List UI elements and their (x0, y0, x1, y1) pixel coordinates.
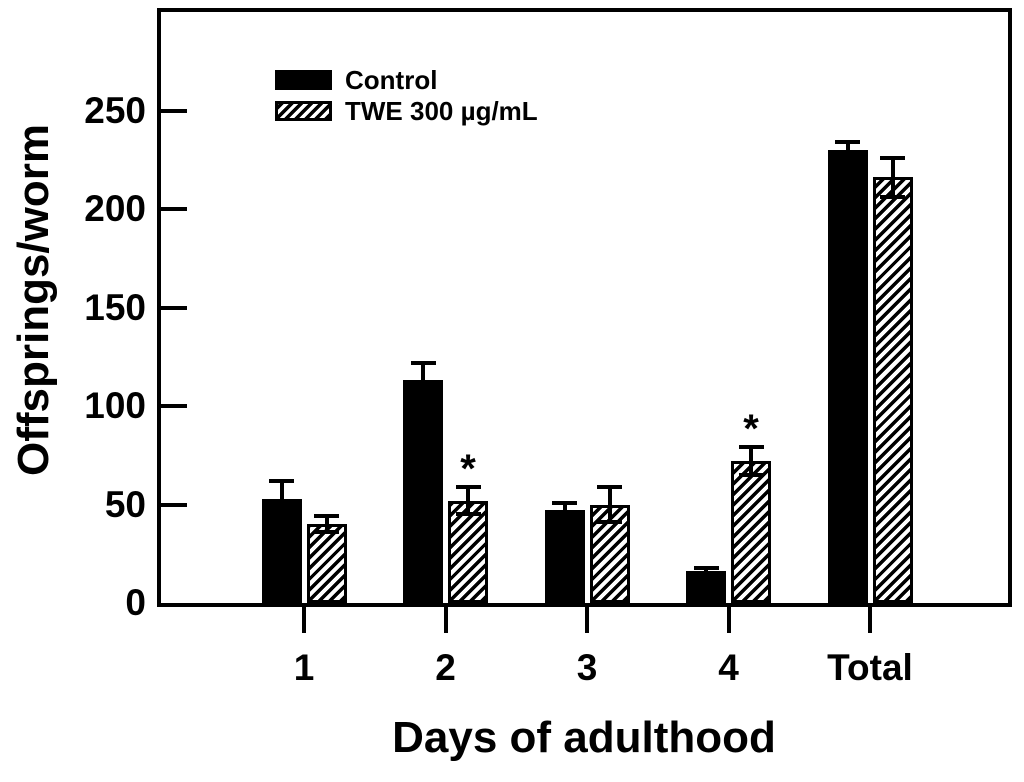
error-bar-line (466, 486, 470, 515)
x-axis-tick (868, 607, 872, 633)
error-bar-cap-top (693, 565, 719, 570)
legend-label-control: Control (345, 65, 438, 95)
significance-asterisk: * (460, 446, 476, 491)
y-axis-tick (161, 108, 187, 113)
x-axis-tick-label: 4 (718, 647, 739, 688)
bar-control-3 (544, 510, 585, 603)
error-bar-cap-top (269, 478, 294, 483)
bar-control-2 (403, 380, 443, 603)
x-axis-tick (585, 607, 589, 633)
x-axis-tick-label: 2 (435, 647, 456, 688)
error-bar-cap-top (880, 155, 905, 160)
error-bar-line (607, 486, 612, 523)
error-bar-cap-bottom (693, 573, 719, 578)
y-axis-tick-label: 0 (125, 582, 146, 623)
error-bar-cap-top (835, 140, 860, 145)
plot-area: * * (161, 12, 1008, 603)
error-bar-cap-top (552, 500, 577, 505)
y-axis-tick-label: 100 (84, 385, 146, 426)
y-axis-tick-label: 50 (104, 483, 146, 525)
error-bar-cap-top (314, 514, 339, 519)
error-bar-line (421, 362, 425, 399)
error-bar-cap-top (410, 360, 436, 365)
error-bar-cap-top (455, 484, 481, 489)
y-axis-tick (161, 502, 187, 507)
legend-label-twe: TWE 300 µg/mL (345, 96, 538, 126)
legend-swatch-twe (275, 101, 332, 121)
x-axis-tick (443, 607, 448, 633)
error-bar-line (890, 157, 895, 198)
error-bar-cap-bottom (552, 516, 577, 521)
significance-asterisk: * (743, 407, 759, 452)
y-axis-tick (161, 305, 187, 310)
x-axis-tick-label: 3 (576, 647, 598, 688)
x-axis-tick (302, 607, 306, 633)
error-bar-line (324, 516, 329, 533)
y-axis-tick-label: 250 (84, 89, 146, 131)
bar-twe-total (872, 177, 913, 603)
error-bar-cap-top (597, 484, 622, 489)
error-bar-line (279, 480, 284, 517)
error-bar-line (749, 447, 753, 475)
error-bar-cap-bottom (597, 520, 622, 525)
error-bar-cap-bottom (835, 155, 860, 160)
error-bar-cap-top (738, 445, 764, 450)
error-bar-cap-bottom (314, 530, 339, 535)
y-axis-tick (161, 207, 187, 211)
error-bar-cap-bottom (880, 195, 905, 200)
x-axis-tick-label: 1 (293, 647, 315, 688)
y-axis-tick-label: 200 (84, 188, 146, 229)
error-bar-cap-bottom (410, 396, 436, 401)
legend-swatch-control (275, 70, 332, 90)
y-axis-tick-label: 150 (84, 286, 146, 328)
x-axis-tick-label: Total (827, 647, 913, 688)
x-axis-tick (726, 607, 731, 633)
error-bar-line (845, 142, 850, 158)
error-bar-cap-bottom (269, 514, 294, 519)
error-bar-cap-bottom (455, 512, 481, 517)
bar-twe-4 (731, 461, 771, 603)
error-bar-cap-bottom (738, 472, 764, 477)
y-axis-tick (161, 404, 187, 408)
error-bar-line (704, 567, 708, 576)
error-bar-line (562, 502, 567, 519)
bar-control-total (827, 149, 868, 603)
bar-twe-1 (306, 524, 347, 603)
x-axis-title: Days of adulthood (392, 713, 776, 762)
